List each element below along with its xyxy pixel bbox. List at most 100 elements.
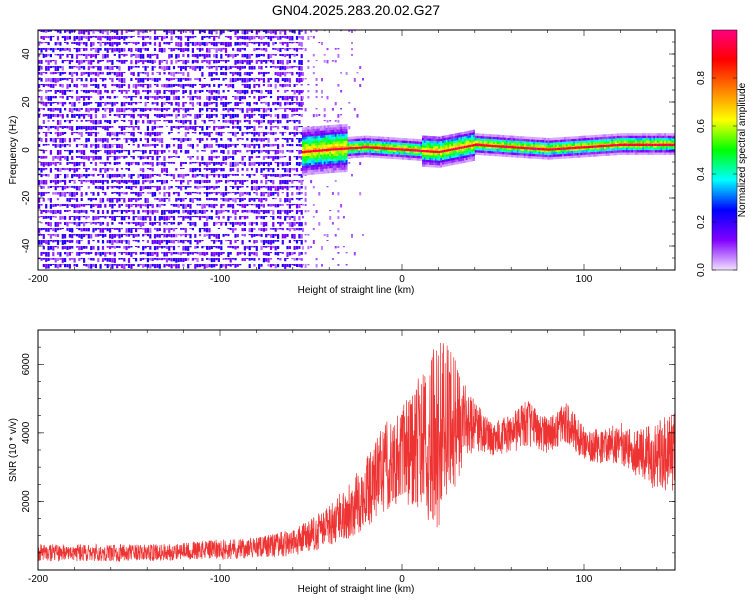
spectrogram-cell: [80, 234, 83, 239]
spectrogram-cell: [432, 153, 435, 156]
spectrogram-cell: [385, 156, 388, 159]
spectrogram-cell: [345, 136, 348, 139]
spectrogram-cell: [327, 161, 330, 164]
spectrogram-cell: [343, 126, 346, 129]
spectrogram-cell: [142, 90, 145, 93]
spectrogram-cell: [106, 246, 109, 248]
spectrogram-cell: [220, 72, 223, 75]
spectrogram-cell: [184, 234, 187, 238]
spectrogram-cell: [137, 192, 140, 197]
spectrogram-cell: [414, 138, 417, 142]
spectrogram-cell: [293, 96, 296, 98]
spectrogram-cell: [229, 246, 232, 248]
spectrogram-cell: [68, 66, 71, 69]
spectrogram-cell: [265, 66, 268, 68]
spectrogram-cell: [320, 135, 323, 138]
spectrogram-cell: [284, 132, 287, 134]
spectrogram-cell: [59, 210, 62, 215]
spectrogram-cell: [94, 252, 97, 256]
spectrogram-cell: [329, 170, 332, 174]
spectrogram-cell: [298, 264, 301, 268]
spectrogram-cell: [356, 136, 359, 139]
spectrogram-cell: [323, 168, 326, 172]
spectrogram-cell: [341, 165, 344, 168]
spectrogram-cell: [374, 150, 377, 154]
spectrogram-cell: [142, 54, 145, 59]
spectrogram-cell: [253, 246, 256, 248]
spectrogram-cell: [99, 78, 102, 80]
spectrogram-cell: [206, 174, 209, 179]
spectrogram-cell: [295, 78, 299, 83]
spectrogram-cell: [298, 72, 301, 77]
spectrogram-cell: [286, 258, 289, 259]
spectrogram-cell: [45, 204, 48, 209]
spectrogram-cell: [113, 96, 116, 99]
spectrogram-cell: [99, 150, 102, 152]
spectrogram-cell: [409, 138, 412, 141]
spectrogram-cell: [353, 78, 356, 82]
spectrogram-cell: [116, 132, 119, 137]
spectrogram-cell: [146, 234, 149, 237]
spectrogram-cell: [236, 90, 239, 94]
spectrogram-cell: [451, 162, 454, 166]
spectrogram-cell: [345, 138, 348, 141]
spectrogram-cell: [83, 126, 86, 129]
spectrogram-cell: [111, 132, 114, 136]
spectrogram-cell: [232, 186, 235, 189]
spectrogram-cell: [42, 150, 45, 154]
spectrogram-cell: [45, 144, 48, 146]
spectrogram-cell: [116, 96, 119, 98]
spectrogram-cell: [54, 258, 57, 263]
spectrogram-cell: [120, 198, 123, 200]
spectrogram-cell: [75, 228, 79, 229]
spectrogram-cell: [267, 234, 270, 236]
spectrogram-cell: [316, 147, 319, 151]
spectrogram-cell: [172, 30, 176, 35]
spectrogram-cell: [106, 120, 109, 124]
spectrogram-cell: [243, 222, 246, 226]
spectrogram-cell: [224, 162, 228, 165]
spectrogram-cell: [454, 135, 457, 139]
spectrogram-cell: [113, 72, 116, 76]
spectrogram-cell: [432, 141, 435, 144]
spectrogram-cell: [227, 108, 230, 113]
spectrogram-cell: [52, 210, 55, 215]
spectrogram-cell: [92, 174, 95, 177]
spectrogram-cell: [149, 228, 152, 233]
spectrogram-cell: [113, 120, 116, 124]
spectrogram-cell: [281, 84, 284, 88]
spectrogram-cell: [318, 147, 321, 151]
spectrogram-cell: [331, 134, 333, 137]
spectrogram-cell: [318, 142, 321, 146]
spectrogram-cell: [182, 66, 185, 69]
spectrogram-cell: [387, 147, 390, 150]
spectrogram-cell: [146, 180, 149, 182]
spectrogram-cell: [83, 66, 86, 70]
spectrogram-cell: [38, 192, 41, 195]
spectrogram-cell: [106, 222, 109, 227]
spectrogram-cell: [130, 48, 133, 53]
spectrogram-cell: [382, 153, 384, 156]
spectrogram-cell: [71, 132, 74, 136]
spectrogram-cell: [215, 234, 218, 239]
spectrogram-cell: [66, 192, 69, 194]
spectrogram-cell: [248, 54, 251, 59]
spectrogram-cell: [255, 222, 258, 226]
spectrogram-cell: [258, 84, 261, 88]
spectrogram-cell: [442, 143, 444, 146]
spectrogram-cell: [423, 157, 426, 160]
spectrogram-cell: [75, 150, 79, 153]
spectrogram-cell: [38, 174, 41, 176]
spectrogram-cell: [279, 180, 282, 185]
spectrogram-cell: [170, 246, 173, 248]
spectrogram-cell: [158, 48, 161, 52]
spectrogram-cell: [232, 132, 235, 136]
spectrogram-cell: [342, 246, 345, 248]
spectrogram-cell: [248, 252, 251, 257]
spectrogram-cell: [303, 129, 306, 133]
spectrogram-cell: [336, 146, 339, 149]
spectrogram-cell: [61, 48, 64, 51]
spectrogram-cell: [66, 228, 69, 231]
spectrogram-cell: [336, 165, 339, 168]
spectrogram-cell: [300, 30, 303, 32]
